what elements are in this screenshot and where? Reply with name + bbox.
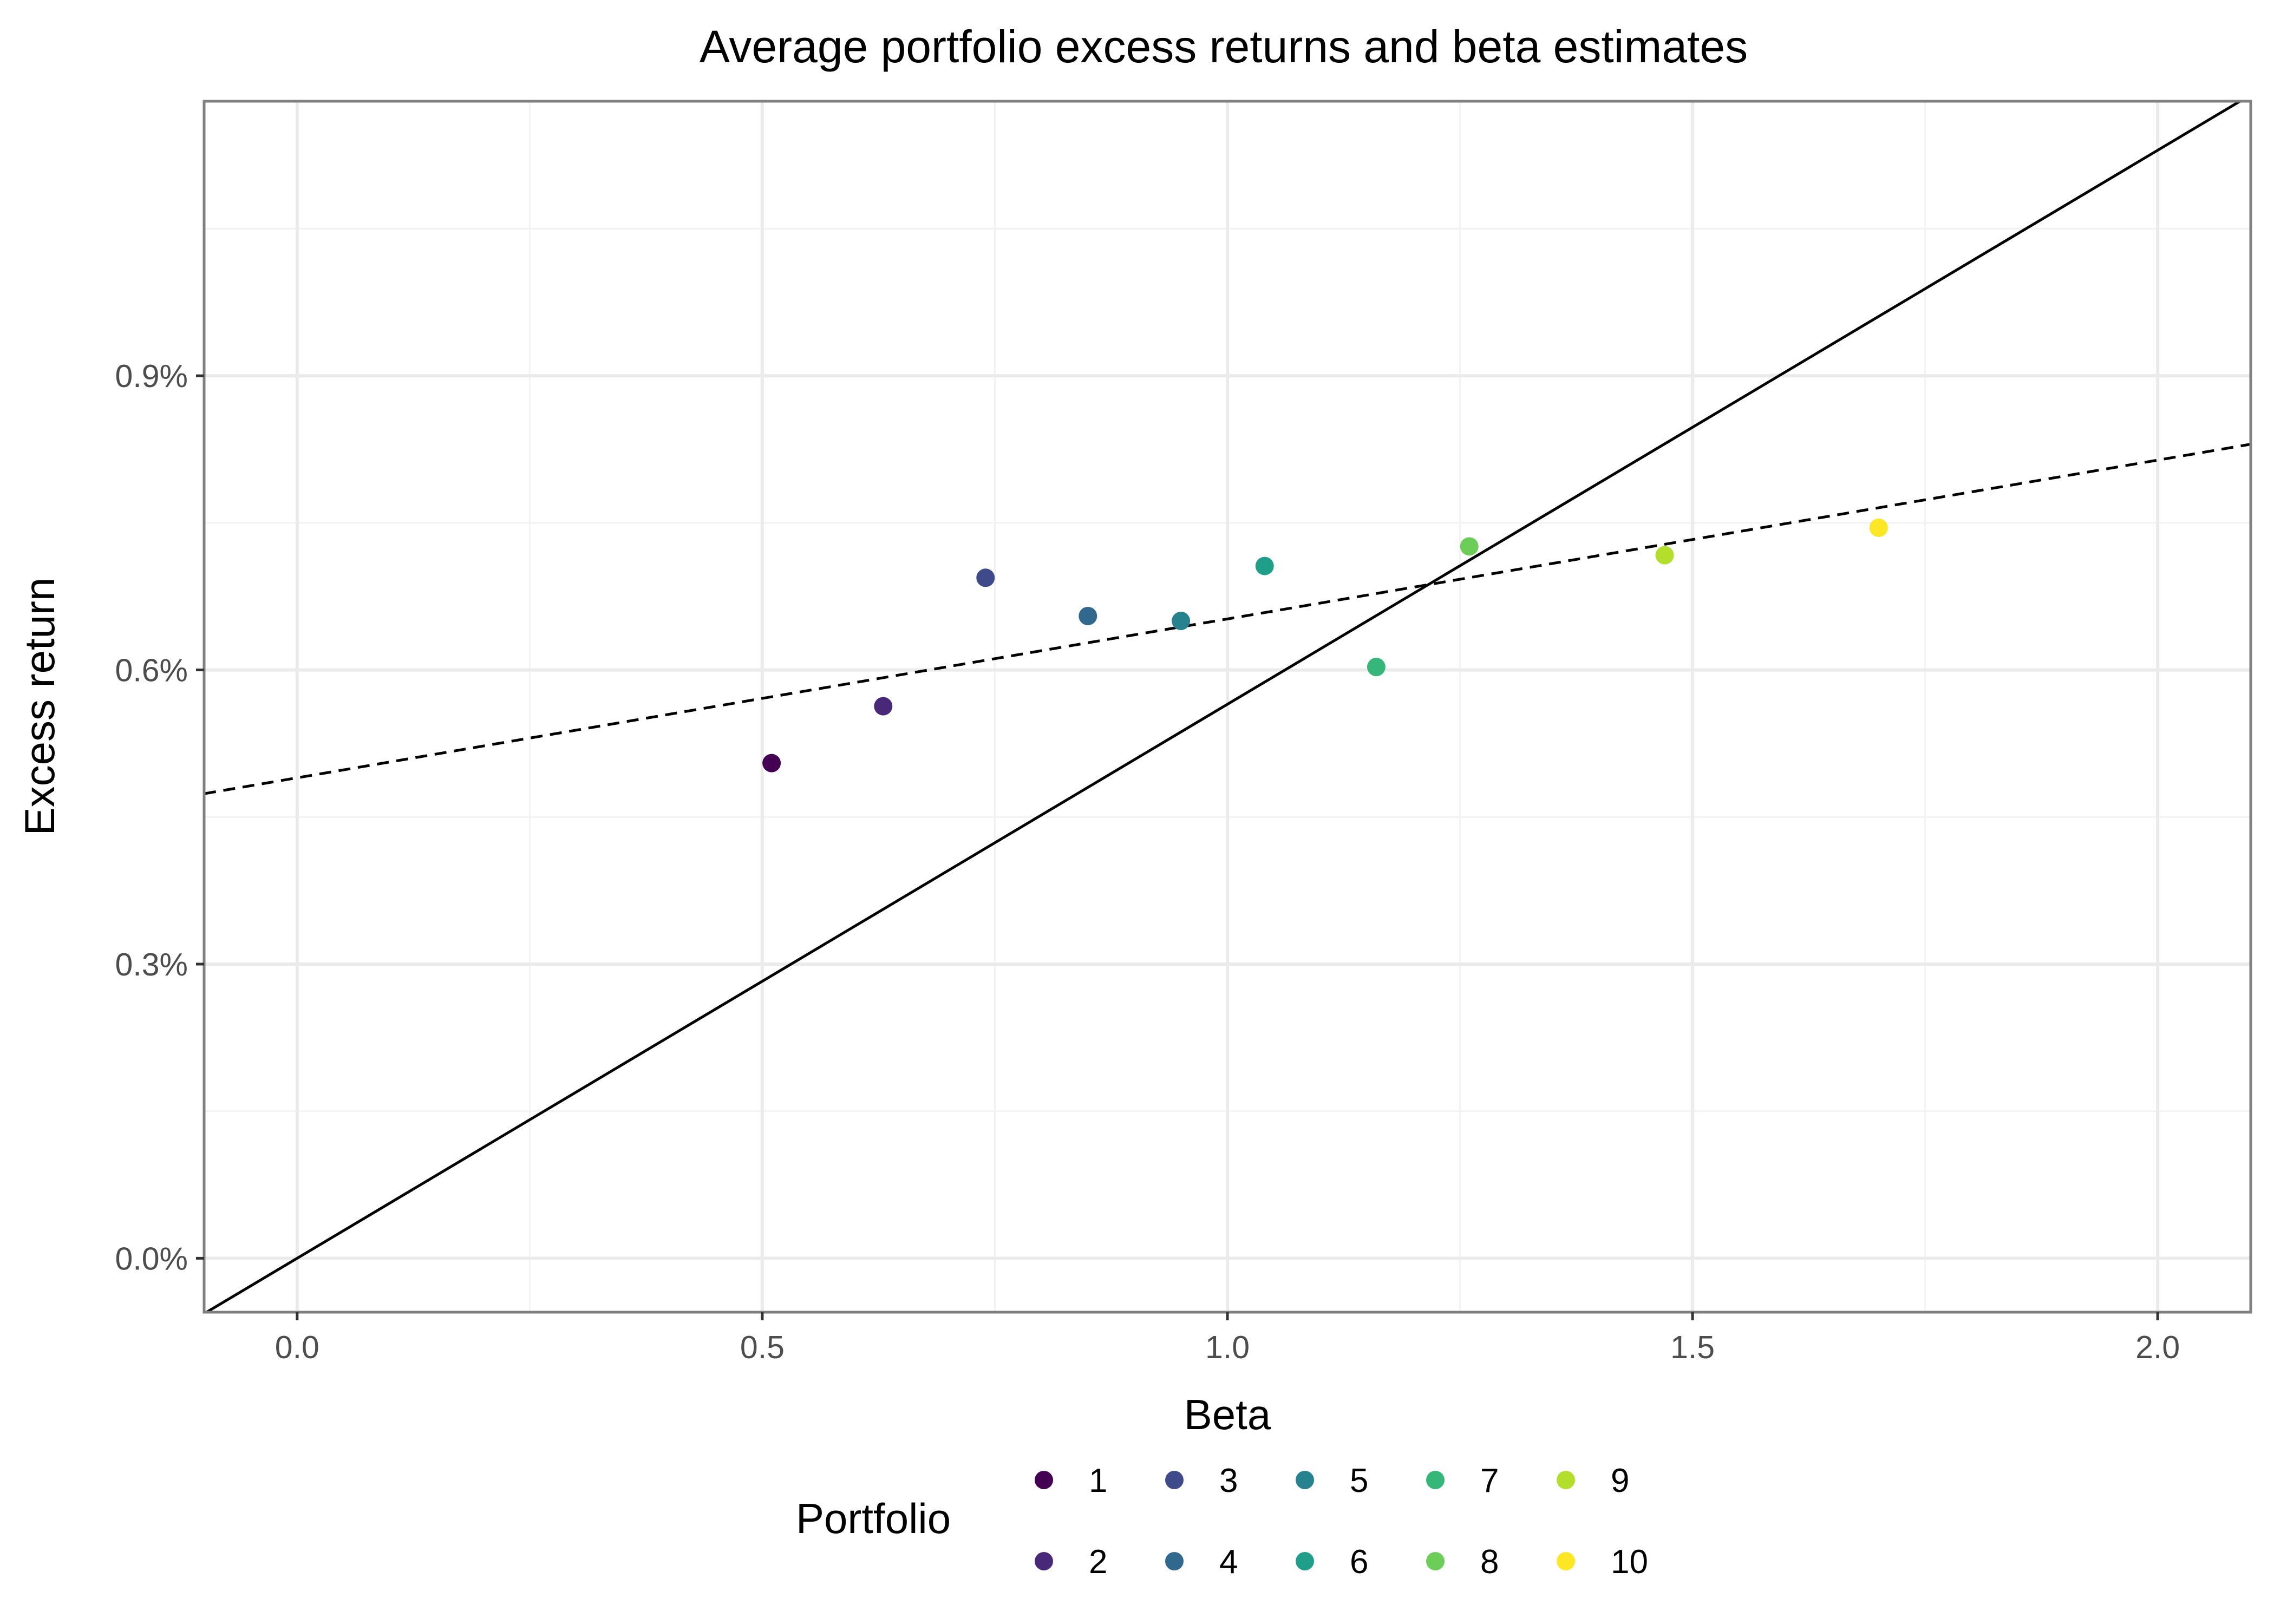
legend-key-10 [1557, 1552, 1575, 1570]
legend: 1 2 3 4 5 6 7 8 9 10 [1035, 1462, 1648, 1581]
y-tick-label: 0.3% [115, 947, 188, 983]
point-portfolio-7 [1367, 658, 1386, 677]
legend-label-7: 7 [1480, 1462, 1499, 1499]
data-points [762, 518, 1888, 772]
y-tick-label: 0.9% [115, 358, 188, 394]
x-axis: 0.0 0.5 1.0 1.5 2.0 [275, 1312, 2180, 1365]
legend-key-8 [1426, 1552, 1445, 1570]
dashed-fit-line [204, 443, 2251, 795]
point-portfolio-1 [762, 754, 781, 772]
legend-label-6: 6 [1350, 1543, 1368, 1581]
legend-label-4: 4 [1219, 1543, 1238, 1581]
legend-key-9 [1557, 1471, 1575, 1489]
x-tick-label: 0.5 [740, 1330, 785, 1365]
y-axis: 0.0% 0.3% 0.6% 0.9% [115, 358, 204, 1276]
legend-key-1 [1035, 1471, 1053, 1489]
major-grid [204, 101, 2251, 1312]
x-tick-label: 2.0 [2135, 1330, 2180, 1365]
legend-title: Portfolio [796, 1495, 951, 1542]
legend-key-4 [1165, 1552, 1184, 1570]
reference-lines [204, 101, 2251, 1312]
legend-key-3 [1165, 1471, 1184, 1489]
legend-label-9: 9 [1611, 1462, 1629, 1499]
x-tick-label: 0.0 [275, 1330, 319, 1365]
legend-label-3: 3 [1219, 1462, 1238, 1499]
solid-reference-line [204, 101, 2243, 1312]
point-portfolio-10 [1869, 518, 1888, 537]
legend-label-5: 5 [1350, 1462, 1368, 1499]
x-tick-label: 1.5 [1670, 1330, 1715, 1365]
legend-label-2: 2 [1089, 1543, 1107, 1581]
x-axis-title: Beta [1184, 1391, 1271, 1438]
y-tick-label: 0.6% [115, 653, 188, 689]
legend-key-6 [1296, 1552, 1314, 1570]
point-portfolio-6 [1255, 556, 1274, 575]
x-tick-label: 1.0 [1205, 1330, 1250, 1365]
chart-title: Average portfolio excess returns and bet… [700, 21, 1748, 72]
point-portfolio-3 [976, 568, 995, 587]
legend-label-8: 8 [1480, 1543, 1499, 1581]
legend-key-7 [1426, 1471, 1445, 1489]
legend-key-2 [1035, 1552, 1053, 1570]
point-portfolio-9 [1655, 546, 1674, 565]
point-portfolio-2 [874, 697, 893, 716]
legend-key-5 [1296, 1471, 1314, 1489]
point-portfolio-8 [1460, 537, 1479, 556]
point-portfolio-4 [1079, 606, 1097, 625]
y-tick-label: 0.0% [115, 1241, 188, 1276]
legend-label-1: 1 [1089, 1462, 1107, 1499]
point-portfolio-5 [1172, 612, 1191, 631]
y-axis-title: Excess return [16, 578, 63, 836]
legend-label-10: 10 [1611, 1543, 1648, 1581]
